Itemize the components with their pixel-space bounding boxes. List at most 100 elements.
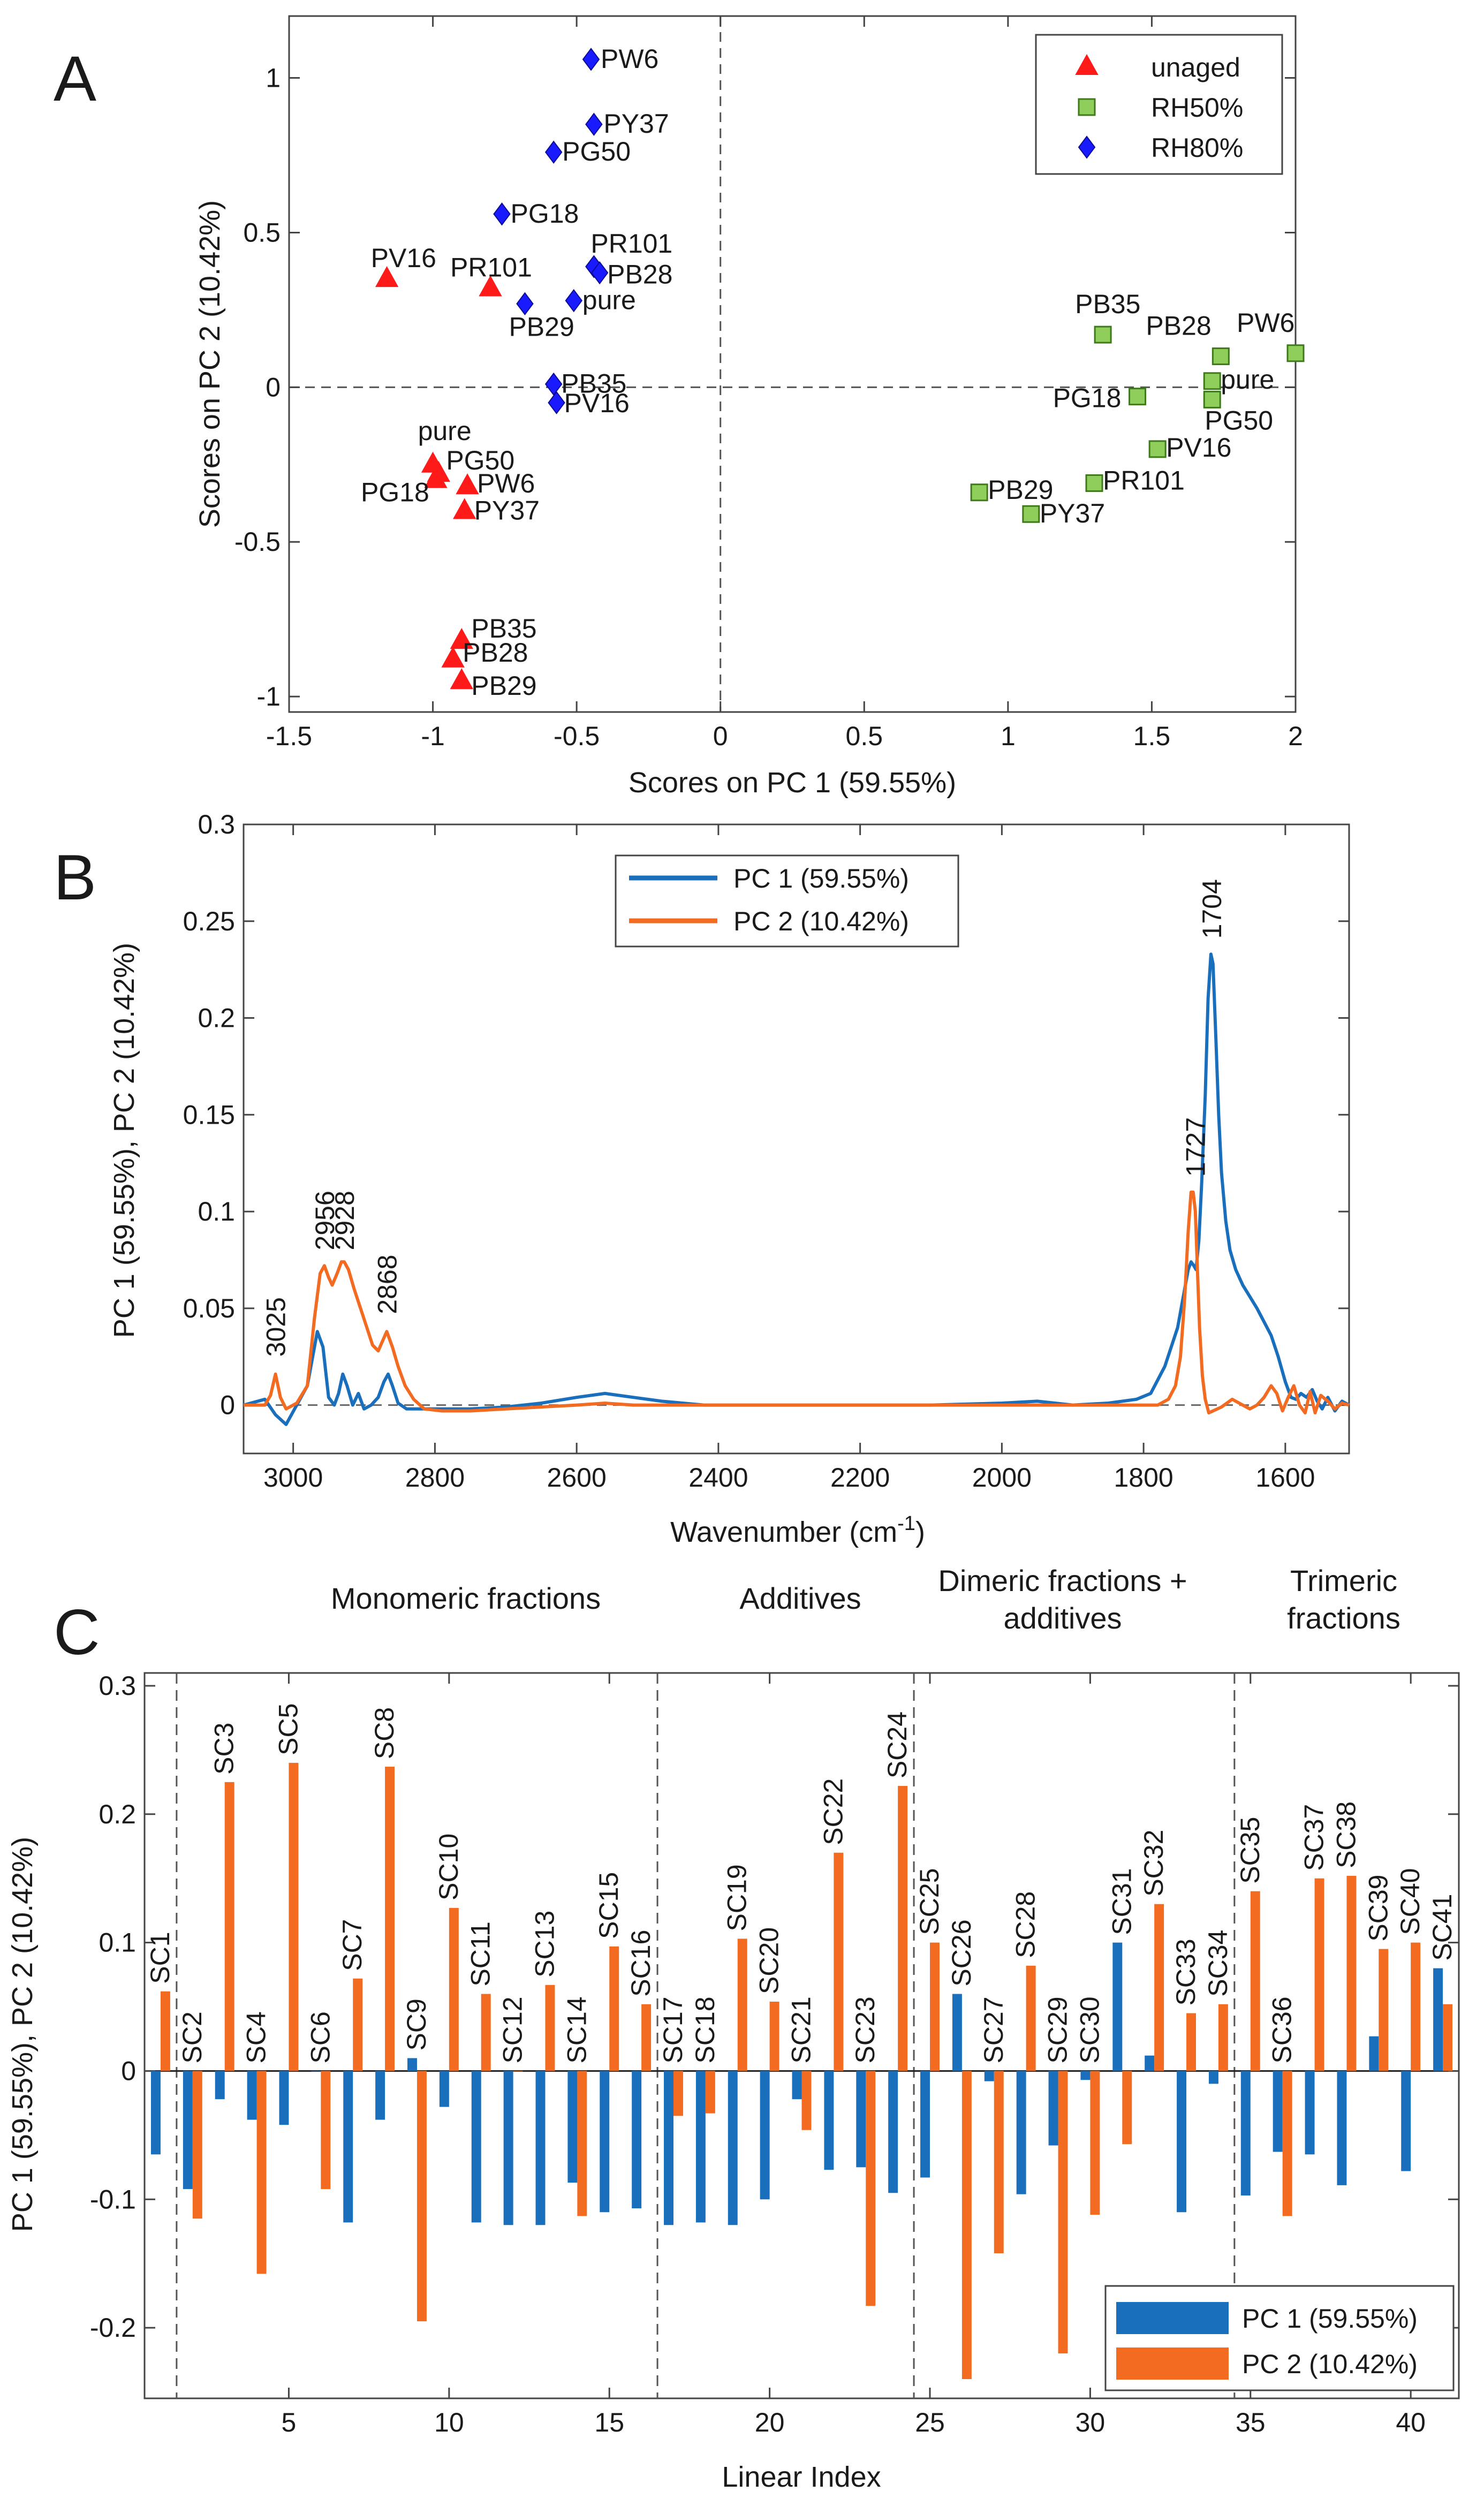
- y-tick-label: 0.2: [99, 1799, 136, 1829]
- legend-box: [1035, 34, 1283, 175]
- bar-pc2-sc41: [1443, 2004, 1453, 2071]
- panel-a-legend: unaged RH50% RH80%: [1035, 34, 1283, 175]
- bar-label-sc9: SC9: [402, 1998, 431, 2050]
- x-tick-label: 25: [915, 2407, 945, 2437]
- x-tick-label: 35: [1236, 2407, 1266, 2437]
- point-label-rh50-py37: PY37: [1040, 498, 1105, 528]
- bar-pc2-sc15: [609, 1946, 619, 2071]
- point-unaged-pv16: [375, 266, 399, 287]
- y-tick-label: 0.25: [183, 906, 235, 936]
- bar-pc1-sc10: [439, 2071, 449, 2107]
- bar-pc1-sc14: [567, 2071, 578, 2183]
- bar-label-sc10: SC10: [434, 1834, 464, 1900]
- bar-label-sc26: SC26: [947, 1919, 976, 1986]
- group-label-4: fractions: [1287, 1601, 1400, 1635]
- point-unaged-pb35: [450, 628, 473, 649]
- peak-label-1727: 1727: [1181, 1117, 1211, 1177]
- bar-label-sc16: SC16: [626, 1930, 656, 1997]
- bar-label-sc2: SC2: [177, 2011, 207, 2063]
- point-rh50-pg18: [1129, 388, 1147, 406]
- x-tick-label: 5: [282, 2407, 297, 2437]
- bar-pc2-sc1: [160, 1991, 170, 2071]
- peak-label-2956: 2956: [310, 1191, 340, 1250]
- bar-pc1-sc11: [471, 2071, 481, 2223]
- point-label-rh80-pw6: PW6: [601, 44, 658, 74]
- point-label-unaged-pr101: PR101: [450, 252, 532, 282]
- bar-label-sc11: SC11: [466, 1921, 496, 1986]
- legend-label-pc-1-59-55: PC 1 (59.55%): [733, 864, 909, 893]
- y-tick-label: 0: [220, 1390, 235, 1420]
- bar-pc1-sc30: [1080, 2071, 1091, 2080]
- bar-pc1-sc29: [1048, 2071, 1058, 2146]
- point-rh50-pb29: [970, 483, 988, 502]
- panel-a-y-axis-label: Scores on PC 2 (10.42%): [194, 200, 226, 528]
- legend-label-rh80: RH80%: [1151, 133, 1243, 163]
- bar-pc1-sc28: [1016, 2071, 1026, 2194]
- bar-pc1-sc31: [1112, 1942, 1123, 2071]
- point-rh80-pg18: [493, 202, 511, 226]
- series-line-pc-1-59-55: [243, 952, 1350, 1426]
- point-label-rh50-pg18: PG18: [1053, 383, 1122, 413]
- bar-pc1-sc25: [920, 2071, 930, 2178]
- bar-pc1-sc18: [695, 2071, 706, 2223]
- y-tick-label: 0.2: [198, 1003, 235, 1033]
- x-tick-label: -1.5: [266, 721, 312, 751]
- bar-pc1-sc4: [247, 2071, 257, 2120]
- bar-label-sc27: SC27: [979, 1996, 1009, 2063]
- panel-letter-a: A: [54, 43, 96, 115]
- peak-label-3025: 3025: [261, 1297, 291, 1357]
- bar-label-sc6: SC6: [305, 2011, 335, 2063]
- point-unaged-pw6: [456, 473, 479, 495]
- panel-b-x-axis-label-main: Wavenumber (cm: [670, 1516, 897, 1548]
- y-tick-label: 0.15: [183, 1100, 235, 1130]
- bar-pc1-sc38: [1337, 2071, 1347, 2185]
- bar-pc1-sc5: [279, 2071, 289, 2125]
- x-tick-label: 2800: [405, 1463, 465, 1493]
- x-tick-label: 2600: [547, 1463, 607, 1493]
- group-label-1: Monomeric fractions: [331, 1581, 601, 1615]
- point-rh50-pw6: [1286, 344, 1305, 362]
- y-tick-label: 0.3: [99, 1671, 136, 1701]
- bar-pc2-sc14: [577, 2071, 587, 2216]
- panel-b-x-axis-label: Wavenumber (cm-1): [670, 1512, 925, 1548]
- point-unaged-pg18: [424, 467, 448, 488]
- panel-b-legend: PC 1 (59.55%) PC 2 (10.42%): [615, 854, 959, 948]
- panel-a: A -1.5 -1 -0.5 0 0.5 1 1.5 210.50-0.5-1 PV16 PR1…: [54, 15, 1305, 799]
- group-label-3: additives: [1003, 1601, 1122, 1635]
- bar-pc2-sc26: [961, 2071, 972, 2380]
- bar-label-sc31: SC31: [1107, 1868, 1137, 1935]
- point-unaged-pb28: [441, 646, 465, 668]
- bar-pc2-sc37: [1314, 1878, 1324, 2071]
- bar-pc1-sc13: [535, 2071, 546, 2225]
- bar-label-sc21: SC21: [786, 1996, 816, 2063]
- bar-pc2-sc31: [1122, 2071, 1132, 2145]
- point-rh80-pb29: [516, 292, 534, 315]
- bar-pc1-sc36: [1273, 2071, 1283, 2152]
- legend-swatch-pc-2-10-42: [1116, 2347, 1229, 2380]
- bar-pc2-sc9: [417, 2071, 427, 2322]
- bar-pc1-sc32: [1145, 2055, 1155, 2071]
- bar-label-sc22: SC22: [818, 1778, 848, 1845]
- panel-b-lines: [243, 952, 1350, 1426]
- bar-label-sc23: SC23: [850, 1996, 880, 2063]
- bar-pc1-sc39: [1369, 2036, 1379, 2071]
- bar-pc2-sc38: [1346, 1875, 1357, 2071]
- point-rh80-pv16: [548, 391, 565, 414]
- point-label-rh80-pb29: PB29: [509, 312, 574, 342]
- y-tick-label: 0.1: [198, 1197, 235, 1226]
- group-label-4: Trimeric: [1290, 1564, 1397, 1597]
- bar-pc1-sc24: [888, 2071, 898, 2193]
- point-label-rh50-pb28: PB28: [1146, 311, 1211, 341]
- panel-a-ticks: -1.5 -1 -0.5 0 0.5 1 1.5 2 1 0.5 0 -0.5 -1: [234, 16, 1303, 751]
- bar-pc2-sc11: [481, 1994, 491, 2071]
- point-label-rh80-pv16: PV16: [564, 388, 630, 418]
- bar-pc2-sc8: [385, 1767, 395, 2071]
- point-label-rh50-pure: pure: [1221, 365, 1274, 395]
- panel-c-legend: PC 1 (59.55%) PC 2 (10.42%): [1104, 2285, 1455, 2391]
- bar-pc1-sc8: [375, 2071, 385, 2120]
- x-tick-label: 1.5: [1133, 721, 1171, 751]
- x-tick-label: -0.5: [554, 721, 600, 751]
- panel-c-plot-box: [143, 1672, 1460, 2399]
